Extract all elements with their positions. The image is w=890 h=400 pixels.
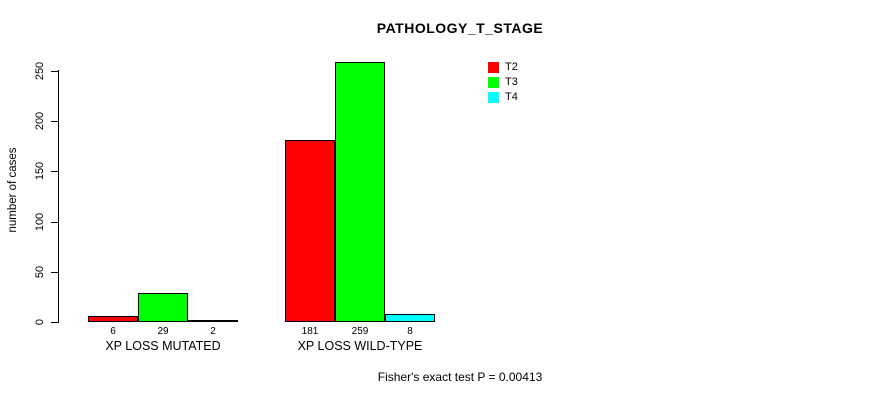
y-tick-0 xyxy=(51,322,58,323)
bar-t3-xp-loss-mutated xyxy=(138,293,188,322)
bar-t2-xp-loss-mutated xyxy=(88,316,138,322)
bar-value-label-t2-xp-loss-mutated: 6 xyxy=(110,326,116,337)
chart-title: PATHOLOGY_T_STAGE xyxy=(376,20,544,36)
category-label-xp-loss-wild-type: XP LOSS WILD-TYPE xyxy=(297,339,423,353)
bar-value-label-t3-xp-loss-wild-type: 259 xyxy=(351,326,369,337)
y-tick-50 xyxy=(51,272,58,273)
bar-t4-xp-loss-mutated xyxy=(188,320,238,322)
bar-t4-xp-loss-wild-type xyxy=(385,314,435,322)
legend-label-t4: T4 xyxy=(505,91,518,103)
y-tick-label-150: 150 xyxy=(34,161,46,181)
y-tick-label-200: 200 xyxy=(34,111,46,131)
y-tick-250 xyxy=(51,71,58,72)
legend-label-t3: T3 xyxy=(505,76,518,88)
legend-label-t2: T2 xyxy=(505,61,518,73)
legend-swatch-t2 xyxy=(488,62,499,73)
legend-item-t3: T3 xyxy=(488,77,518,88)
y-tick-label-250: 250 xyxy=(34,61,46,81)
bar-t2-xp-loss-wild-type xyxy=(285,140,335,322)
fisher-test-caption: Fisher's exact test P = 0.00413 xyxy=(377,370,543,384)
y-tick-label-50: 50 xyxy=(34,265,46,279)
legend: T2 T3 T4 xyxy=(488,62,518,107)
bar-value-label-t2-xp-loss-wild-type: 181 xyxy=(301,326,319,337)
category-label-xp-loss-mutated: XP LOSS MUTATED xyxy=(105,339,221,353)
legend-item-t4: T4 xyxy=(488,92,518,103)
legend-item-t2: T2 xyxy=(488,62,518,73)
y-tick-100 xyxy=(51,222,58,223)
legend-swatch-t3 xyxy=(488,77,499,88)
legend-swatch-t4 xyxy=(488,92,499,103)
y-tick-label-0: 0 xyxy=(34,318,46,326)
y-tick-200 xyxy=(51,121,58,122)
bar-t3-xp-loss-wild-type xyxy=(335,62,385,322)
y-tick-150 xyxy=(51,171,58,172)
y-axis-label: number of cases xyxy=(7,147,19,233)
bar-value-label-t3-xp-loss-mutated: 29 xyxy=(157,326,169,337)
bar-value-label-t4-xp-loss-wild-type: 8 xyxy=(407,326,413,337)
y-tick-label-100: 100 xyxy=(34,212,46,232)
y-axis-line xyxy=(58,70,59,323)
bar-value-label-t4-xp-loss-mutated: 2 xyxy=(210,326,216,337)
